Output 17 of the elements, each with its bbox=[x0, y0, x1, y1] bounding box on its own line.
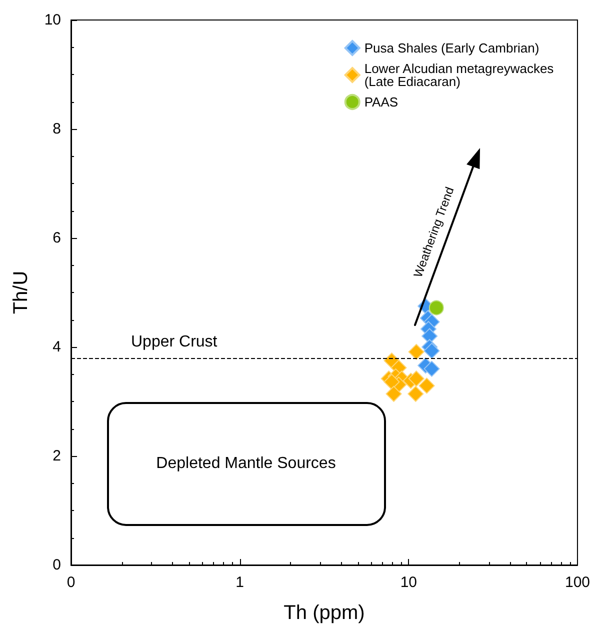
ref-line-label: Upper Crust bbox=[131, 333, 218, 350]
legend-label: Pusa Shales (Early Cambrian) bbox=[364, 40, 540, 56]
legend-label: PAAS bbox=[364, 94, 398, 110]
y-tick-label: 2 bbox=[52, 448, 61, 464]
y-axis-title: Th/U bbox=[10, 270, 32, 314]
y-tick-label: 4 bbox=[52, 338, 61, 356]
y-tick-label: 10 bbox=[44, 12, 61, 28]
x-tick-label: 100 bbox=[564, 574, 590, 591]
legend-label: Lower Alcudian metagreywackes (Late Ediacaran) bbox=[364, 61, 558, 89]
y-tick-label: 8 bbox=[52, 120, 61, 138]
y-tick-label: 0 bbox=[52, 556, 61, 574]
y-tick-label: 6 bbox=[52, 230, 61, 246]
annotation: Depleted Mantle Sources bbox=[156, 455, 336, 472]
x-tick-label: 10 bbox=[400, 574, 417, 591]
x-axis-title: Th (ppm) bbox=[284, 602, 365, 624]
x-tick-label: 0 bbox=[66, 574, 76, 591]
x-tick-label: 1 bbox=[236, 574, 244, 591]
